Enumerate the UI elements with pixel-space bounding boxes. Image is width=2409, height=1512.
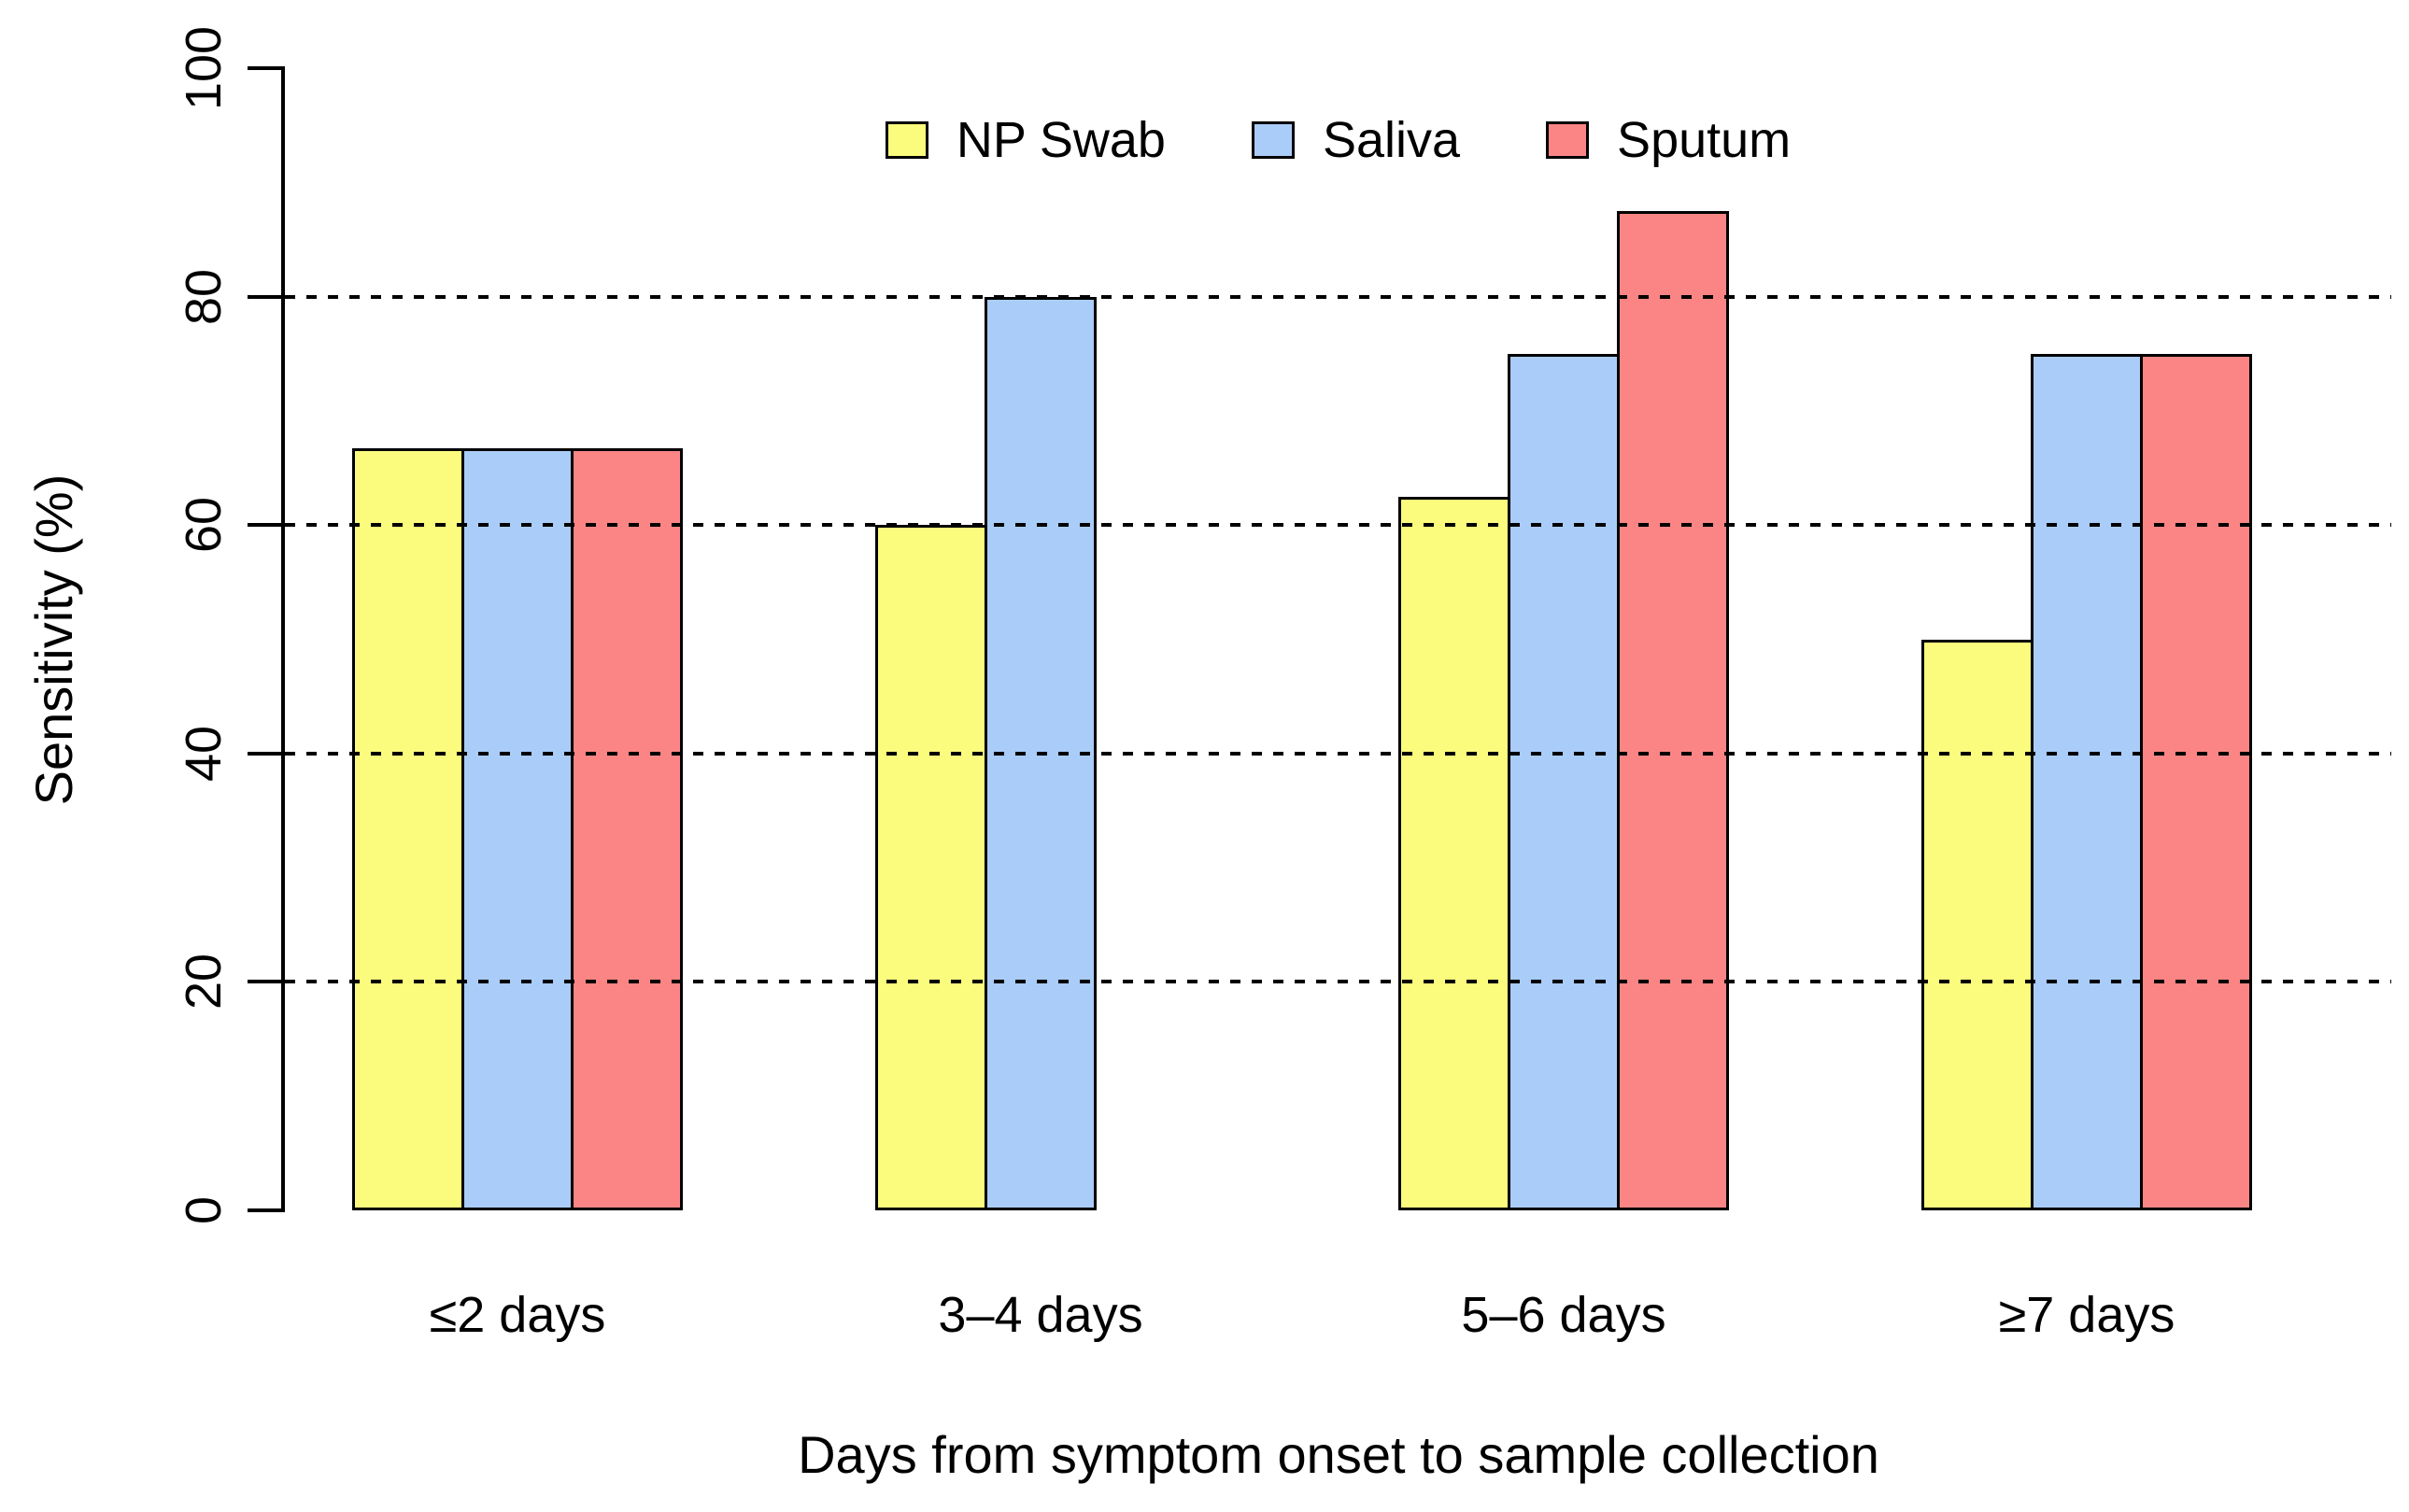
x-category-label: ≤2 days [429, 1287, 606, 1343]
gridline-60 [285, 523, 2391, 528]
gridline-40 [285, 751, 2391, 756]
x-category-label: 5–6 days [1461, 1287, 1666, 1343]
bar-saliva [2031, 353, 2143, 1210]
legend-label: NP Swab [956, 112, 1166, 168]
x-axis-title: Days from symptom onset to sample collec… [798, 1425, 1879, 1484]
y-axis-line [281, 66, 285, 1212]
legend-entry-np-swab: NP Swab [885, 112, 1166, 168]
legend-swatch-icon [1251, 121, 1295, 159]
bar-sputum [1617, 210, 1729, 1210]
bar-sputum [571, 448, 683, 1210]
x-category-label: 3–4 days [938, 1287, 1143, 1343]
y-tick-label: 20 [176, 954, 232, 1010]
legend-entry-sputum: Sputum [1546, 114, 1791, 166]
bar-np-swab [1398, 496, 1510, 1210]
y-tick [248, 751, 281, 756]
y-axis-title: Sensitivity (%) [24, 473, 83, 806]
legend-swatch-icon [885, 121, 928, 159]
gridline-80 [285, 294, 2391, 299]
y-tick-label: 40 [176, 725, 232, 782]
y-tick [248, 1208, 281, 1212]
y-tick-label: 0 [176, 1195, 232, 1225]
y-tick [248, 294, 281, 299]
y-tick-label: 80 [176, 268, 232, 325]
bar-np-swab [352, 448, 464, 1210]
y-tick [248, 523, 281, 528]
legend: NP Swab Saliva Sputum [285, 114, 2391, 166]
bar-np-swab [875, 525, 987, 1210]
bar-sputum [2140, 353, 2252, 1210]
y-tick-label: 60 [176, 497, 232, 554]
legend-entry-saliva: Saliva [1251, 112, 1461, 168]
legend-label: Saliva [1322, 112, 1461, 168]
bar-saliva [461, 448, 574, 1210]
y-tick [248, 980, 281, 984]
y-tick-label: 100 [176, 25, 232, 111]
legend-label: Sputum [1617, 112, 1792, 168]
x-category-label: ≥7 days [1998, 1287, 2175, 1343]
bar-np-swab [1921, 639, 2033, 1210]
bar-saliva [1508, 353, 1620, 1210]
legend-swatch-icon [1546, 121, 1590, 159]
gridline-20 [285, 980, 2391, 984]
y-tick [248, 66, 281, 70]
